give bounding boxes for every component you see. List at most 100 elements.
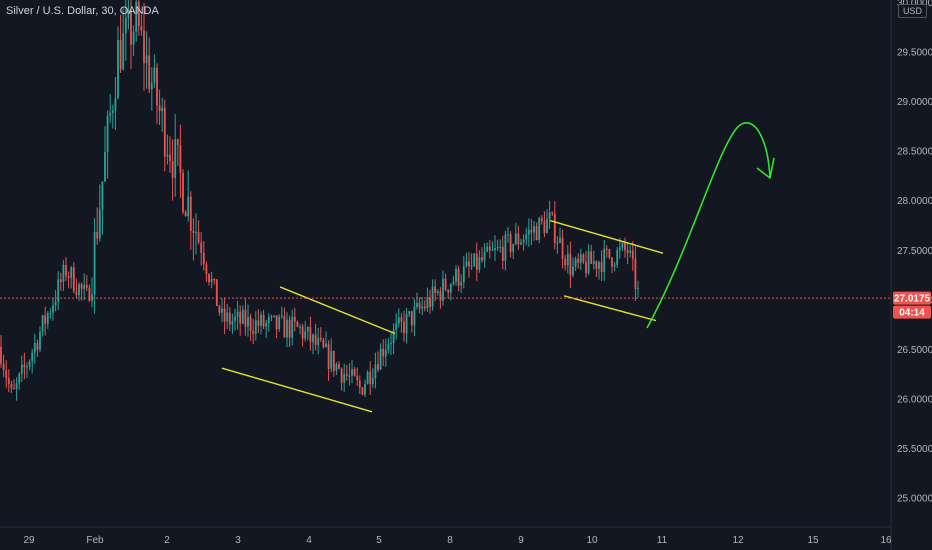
candle-body — [379, 348, 382, 370]
candle-body — [67, 276, 70, 278]
candle-body — [226, 312, 229, 322]
candle-body — [156, 67, 158, 106]
time-axis[interactable]: 29 Feb 2 3 4 5 8 9 10 11 12 15 16 — [23, 535, 892, 546]
candle-body — [202, 252, 205, 265]
candle-body — [215, 279, 218, 306]
candle-body — [447, 289, 450, 293]
candle-body — [488, 246, 491, 251]
candle-body — [475, 253, 478, 270]
candle-body — [18, 373, 21, 384]
candle-body — [538, 218, 541, 241]
candle-body — [70, 267, 73, 278]
candle-body — [348, 375, 351, 377]
candle-body — [358, 380, 361, 388]
candle-body — [527, 229, 530, 235]
candle-body — [592, 261, 595, 264]
candle-body — [551, 212, 554, 214]
candle-body — [382, 348, 385, 357]
candle-body — [392, 329, 395, 344]
current-price-tag: 27.0175 04:14 — [893, 291, 931, 319]
candle-body — [387, 343, 390, 350]
candle-body — [338, 364, 340, 369]
candle-body — [189, 196, 192, 231]
candle-body — [514, 233, 517, 245]
candle-body — [41, 315, 44, 332]
candle-body — [174, 139, 177, 178]
time-tick-label: 16 — [880, 535, 892, 546]
candle-body — [106, 115, 109, 152]
time-tick-label: 11 — [657, 535, 668, 546]
candle-body — [57, 279, 60, 302]
candle-body — [2, 364, 5, 370]
candle-body — [85, 284, 88, 288]
candle-body — [530, 229, 533, 233]
time-tick-label: 8 — [447, 535, 453, 546]
candle-body — [182, 172, 184, 213]
candle-body — [119, 40, 122, 70]
candle-body — [20, 364, 23, 374]
currency-badge[interactable]: USD — [898, 4, 928, 18]
candle-body — [543, 221, 546, 234]
candle-body — [249, 316, 252, 331]
candle-body — [130, 9, 132, 45]
candle-body — [374, 364, 377, 379]
candle-body — [499, 246, 502, 248]
candle-body — [340, 368, 343, 383]
candle-body — [486, 246, 489, 252]
candle-body — [507, 234, 509, 236]
candle-body — [455, 268, 457, 282]
candle-body — [626, 250, 629, 253]
candle-body — [369, 371, 372, 384]
candle-body — [75, 291, 78, 296]
candle-body — [223, 308, 226, 322]
candle-body — [150, 82, 153, 90]
candle-body — [187, 196, 190, 217]
candle-body — [608, 248, 611, 258]
price-axis[interactable]: 25.000025.500026.000026.500027.000027.50… — [897, 0, 932, 505]
candle-body — [283, 315, 286, 338]
candle-body — [15, 383, 18, 389]
candle-body — [49, 312, 52, 314]
candle-body — [140, 26, 143, 31]
candle-body — [637, 287, 639, 289]
candle-body — [195, 231, 197, 233]
candle-body — [442, 278, 444, 301]
price-tick-label: 25.5000 — [897, 444, 932, 455]
candle-body — [7, 378, 10, 384]
price-tick-label: 25.0000 — [897, 494, 932, 505]
time-tick-label: 12 — [732, 535, 744, 546]
candle-body — [631, 250, 634, 259]
drawings-layer — [221, 122, 775, 413]
candle-body — [143, 30, 145, 64]
candle-body — [145, 55, 148, 64]
countdown-label: 04:14 — [899, 308, 925, 319]
candle-body — [31, 352, 34, 362]
time-tick-label: 29 — [23, 535, 35, 546]
candle-body — [213, 279, 216, 281]
candle-body — [478, 257, 481, 270]
candle-body — [65, 264, 67, 277]
candle-body — [577, 258, 580, 263]
candle-body — [364, 383, 366, 395]
candle-body — [317, 338, 320, 345]
time-tick-label: 10 — [586, 535, 598, 546]
candle-body — [426, 297, 429, 309]
candle-body — [421, 306, 424, 309]
candle-body — [517, 233, 520, 245]
candle-body — [46, 313, 49, 324]
candle-body — [306, 326, 309, 332]
candle-body — [192, 230, 195, 233]
candle-body — [598, 262, 600, 269]
candle-body — [231, 321, 234, 325]
candle-body — [109, 112, 112, 116]
candle-body — [101, 181, 104, 210]
candle-body — [400, 317, 403, 322]
candle-body — [104, 151, 106, 182]
candle-body — [244, 310, 247, 327]
candle-body — [241, 310, 244, 324]
candle-body — [239, 311, 242, 324]
candle-body — [0, 346, 2, 365]
candle-body — [410, 311, 413, 326]
